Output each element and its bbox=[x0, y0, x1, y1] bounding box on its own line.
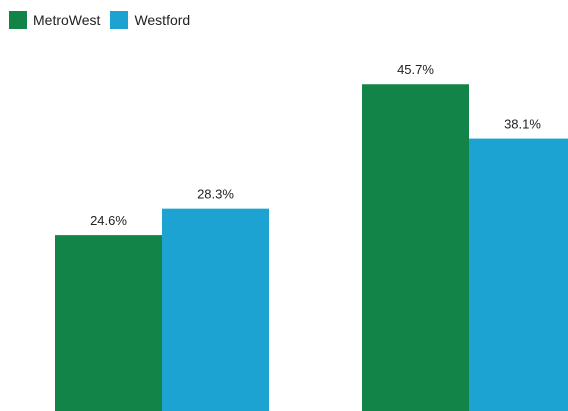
legend-item-westford[interactable]: Westford bbox=[110, 9, 190, 31]
bar-metrowest-1[interactable] bbox=[55, 235, 162, 411]
bar-metrowest-2[interactable] bbox=[362, 84, 469, 411]
chart-legend: MetroWest Westford bbox=[9, 9, 190, 31]
bar-westford-2[interactable] bbox=[469, 138, 568, 411]
data-label-westford-2: 38.1% bbox=[504, 117, 541, 132]
legend-label-westford: Westford bbox=[134, 12, 191, 28]
legend-swatch-westford bbox=[110, 11, 129, 29]
data-label-metrowest-2: 45.7% bbox=[397, 62, 434, 77]
legend-item-metrowest[interactable]: MetroWest bbox=[9, 9, 100, 31]
legend-swatch-metrowest bbox=[9, 11, 27, 29]
data-label-westford-1: 28.3% bbox=[197, 187, 234, 202]
data-label-metrowest-1: 24.6% bbox=[90, 213, 127, 228]
legend-label-metrowest: MetroWest bbox=[33, 12, 101, 28]
bar-westford-1[interactable] bbox=[162, 208, 269, 411]
